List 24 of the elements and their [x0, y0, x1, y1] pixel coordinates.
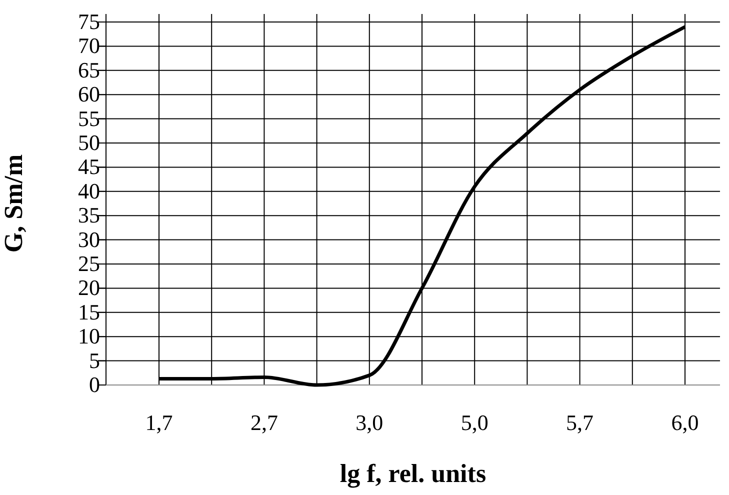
y-tick-label: 30 [78, 226, 100, 252]
y-tick-label: 20 [78, 275, 100, 300]
x-tick-label: 2,7 [250, 410, 278, 435]
x-tick-label: 5,0 [460, 410, 488, 435]
x-axis-title: lg f, rel. units [340, 459, 486, 488]
x-tick-label: 1,7 [145, 410, 173, 435]
y-tick-label: 0 [89, 372, 100, 398]
y-tick-label: 75 [78, 9, 100, 34]
y-tick-label: 35 [78, 202, 100, 228]
y-tick-label: 70 [78, 33, 100, 58]
y-axis-title: G, Sm/m [0, 154, 28, 253]
x-tick-label: 5,7 [566, 410, 594, 435]
y-tick-label: 10 [78, 324, 100, 349]
x-tick-label: 6,0 [671, 410, 699, 435]
y-tick-label: 55 [78, 106, 100, 131]
y-tick-label: 50 [78, 130, 100, 156]
y-tick-label: 5 [89, 348, 100, 373]
y-tick-label: 60 [78, 82, 100, 107]
y-tick-label: 65 [78, 57, 100, 82]
y-tick-label: 45 [78, 154, 100, 180]
x-tick-label: 3,0 [356, 410, 384, 435]
y-tick-label: 40 [78, 178, 100, 204]
y-tick-label: 25 [78, 251, 100, 276]
y-tick-label: 15 [78, 299, 100, 324]
